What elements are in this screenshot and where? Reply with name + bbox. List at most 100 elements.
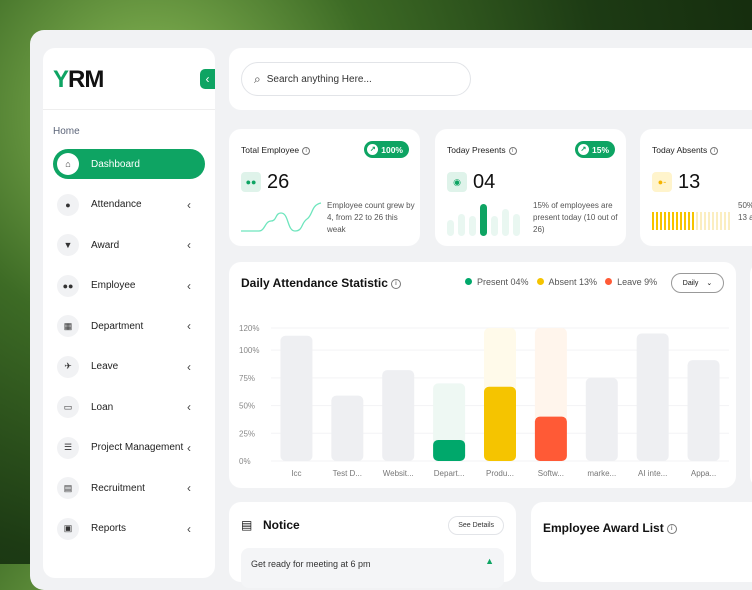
info-icon: i: [710, 146, 719, 155]
list-icon: ☰: [57, 436, 79, 459]
report-icon: ▣: [57, 517, 79, 540]
notice-card: ▤ Notice See Details Get ready for meeti…: [229, 502, 516, 588]
period-dropdown[interactable]: Daily ⌄: [671, 273, 724, 293]
users-icon: ●●: [57, 274, 79, 297]
y-tick-label: 120%: [239, 324, 259, 333]
notice-title: Notice: [263, 518, 300, 532]
y-tick-label: 50%: [239, 402, 255, 411]
sidebar-item-label: Reports: [91, 523, 127, 534]
search-icon: ⌕: [254, 71, 261, 86]
logo: YRM: [53, 66, 104, 93]
stat-description: Employee count grew by 4, from 22 to 26 …: [327, 201, 415, 234]
sidebar-item-recruitment[interactable]: ▤ Recruitment ‹: [53, 473, 205, 503]
chevron-left-icon: ‹: [187, 481, 191, 495]
stat-description: 50% are 13 a: [738, 201, 752, 222]
sidebar-item-label: Employee: [91, 280, 136, 291]
chevron-left-icon: ‹: [187, 278, 191, 293]
chart-title: Daily Attendance Statistic: [241, 276, 388, 290]
stat-value: 26: [267, 171, 290, 193]
bar-leave-5: [534, 416, 567, 461]
arrow-up-right-icon: ↗: [577, 144, 589, 155]
info-icon: i: [508, 146, 517, 155]
y-tick-label: 25%: [239, 429, 255, 438]
collapse-sidebar-button[interactable]: ‹: [200, 69, 215, 89]
bar-1: [331, 395, 364, 461]
bar-7: [636, 333, 669, 461]
y-tick-label: 75%: [239, 374, 255, 383]
search-bar-card: ⌕ Search anything Here...: [229, 48, 752, 110]
side-card: [750, 262, 752, 488]
bar-0: [280, 335, 313, 461]
sidebar-item-label: Award: [91, 239, 120, 251]
daily-attendance-chart: Daily Attendance Statistic i Present 04% …: [229, 262, 736, 488]
stat-value: 13: [678, 171, 701, 193]
divider: [43, 109, 215, 110]
sidebar-item-attendance[interactable]: ● Attendance ‹: [53, 190, 205, 220]
search-input[interactable]: ⌕ Search anything Here...: [241, 62, 471, 96]
y-tick-label: 100%: [239, 346, 259, 355]
sidebar-item-project-management[interactable]: ☰ Project Management ‹: [53, 433, 205, 463]
users-icon: ●●: [241, 172, 261, 192]
stat-title: Today Absents: [652, 145, 708, 155]
info-icon: i: [390, 278, 401, 289]
award-card: Employee Award List i: [531, 502, 752, 582]
see-details-button[interactable]: See Details: [448, 516, 504, 535]
pin-icon: ▲: [485, 556, 494, 566]
y-tick-label: 0%: [239, 457, 251, 466]
search-placeholder: Search anything Here...: [266, 73, 372, 85]
bank-icon: ▦: [57, 315, 79, 337]
notice-item[interactable]: Get ready for meeting at 6 pm ▲: [241, 548, 504, 588]
x-tick-label: Websit...: [383, 469, 414, 478]
presence-bars: [447, 204, 520, 236]
x-tick-label: marke...: [587, 469, 616, 478]
x-tick-label: Softw...: [538, 469, 564, 478]
bar-6: [585, 377, 618, 461]
user-minus-icon: ●-: [652, 172, 672, 192]
x-tick-label: Icc: [291, 469, 301, 478]
chevron-left-icon: ‹: [187, 440, 191, 455]
user-icon: ●: [57, 193, 79, 216]
x-tick-label: Test D...: [333, 469, 362, 478]
x-tick-label: Appa...: [691, 469, 716, 478]
chevron-left-icon: ‹: [187, 319, 191, 333]
home-icon: ⌂: [57, 153, 79, 175]
x-tick-label: Produ...: [486, 469, 514, 478]
sidebar-item-loan[interactable]: ▭ Loan ‹: [53, 392, 205, 422]
plane-icon: ✈: [57, 355, 79, 378]
sidebar-item-leave[interactable]: ✈ Leave ‹: [53, 352, 205, 382]
chevron-left-icon: ‹: [187, 521, 191, 536]
bar-absent-4: [484, 386, 516, 461]
calendar-icon: ▤: [241, 518, 253, 532]
chevron-left-icon: ‹: [187, 400, 191, 414]
chevron-left-icon: ‹: [187, 197, 191, 212]
stat-title: Total Employee: [241, 145, 300, 155]
bar-2: [382, 370, 415, 461]
stat-card-total-employee: Total Employee i ↗ 100% ●● 26 Employee cou…: [229, 129, 420, 246]
legend-absent: Absent 13%: [536, 277, 597, 287]
chevron-down-icon: ⌄: [706, 280, 713, 287]
chevron-left-icon: ‹: [187, 238, 191, 252]
bar-chart: 120% 100% 75% 50% 25% 0% Icc Test D... Websit...…: [239, 324, 729, 478]
bar-present-3: [433, 439, 466, 461]
stat-value: 04: [473, 171, 496, 193]
sidebar-item-employee[interactable]: ●● Employee ‹: [53, 271, 205, 301]
award-title: Employee Award List: [543, 521, 664, 535]
legend-leave: Leave 9%: [605, 277, 657, 287]
info-icon: i: [666, 523, 677, 534]
sidebar-item-label: Recruitment: [91, 482, 145, 494]
legend-present: Present 04%: [465, 277, 529, 287]
growth-badge: ↗ 100%: [364, 141, 409, 158]
fingerprint-icon: ◉: [447, 172, 467, 192]
sidebar-item-label: Department: [91, 320, 144, 332]
bar-8: [687, 360, 720, 461]
x-tick-label: AI inte...: [638, 469, 667, 478]
sparkline: [241, 202, 322, 232]
sidebar-item-dashboard[interactable]: ⌂ Dashboard: [53, 149, 205, 179]
growth-badge: ↗ 15%: [574, 141, 615, 158]
sidebar-item-award[interactable]: ▼ Award ‹: [53, 230, 205, 260]
sidebar-item-department[interactable]: ▦ Department ‹: [53, 311, 205, 341]
chevron-left-icon: ‹: [187, 359, 191, 374]
sidebar: YRM ‹ Home ⌂ Dashboard ● Attendance ‹ ▼ Award ‹…: [43, 48, 215, 578]
sidebar-item-reports[interactable]: ▣ Reports ‹: [53, 514, 205, 544]
